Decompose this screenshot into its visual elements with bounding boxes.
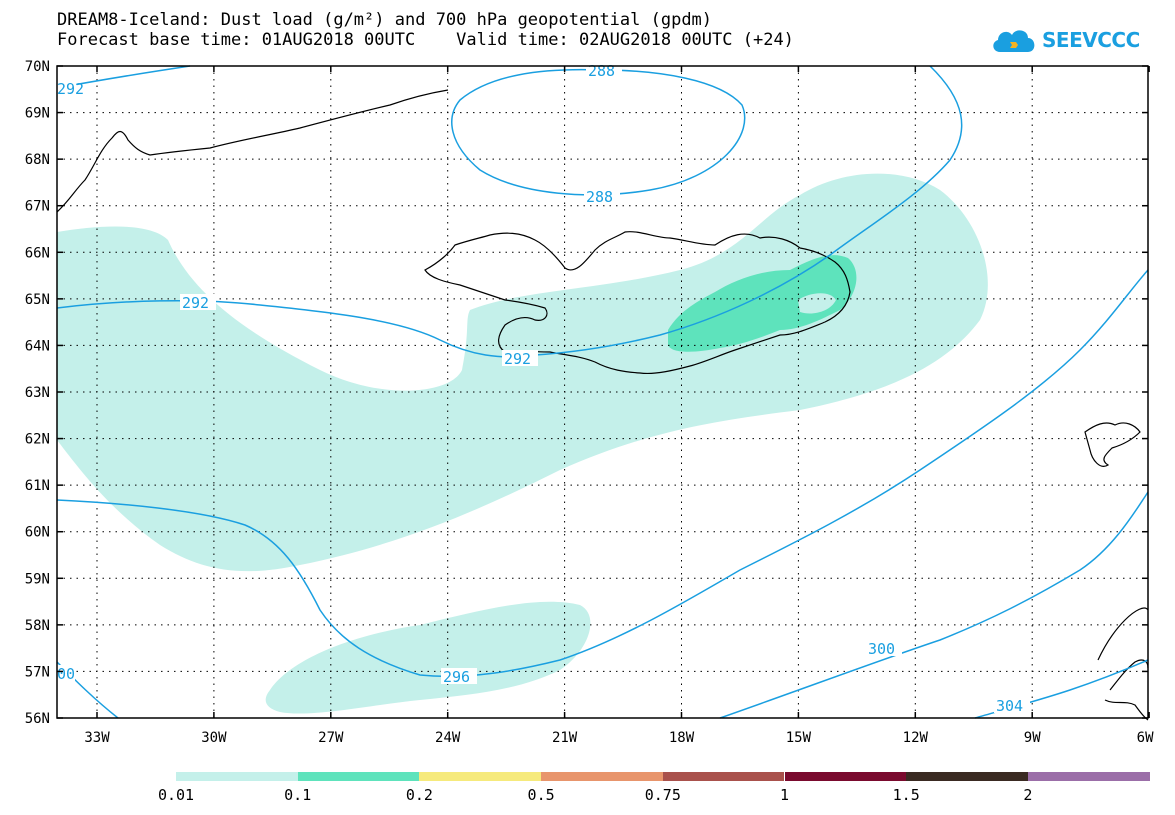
colorbar-swatch	[906, 772, 1028, 781]
colorbar-label: 2	[1023, 786, 1033, 804]
contour-label: 292	[182, 294, 209, 312]
contour-label: 288	[586, 188, 613, 206]
colorbar-label: 0.2	[405, 786, 433, 804]
contour-288-ring	[451, 68, 746, 196]
lat-label: 57N	[25, 664, 50, 680]
lat-label: 62N	[25, 432, 50, 448]
contour-label: 288	[588, 62, 615, 80]
dust-area-light-inner	[798, 293, 836, 314]
contour-label: 292	[504, 350, 531, 368]
map-title: DREAM8-Iceland: Dust load (g/m²) and 700…	[57, 10, 713, 30]
colorbar-label: 0.75	[644, 786, 681, 804]
colorbar-swatch	[419, 772, 542, 781]
colorbar-swatch	[1027, 772, 1150, 781]
contour-label: 00	[57, 665, 75, 683]
lon-label: 33W	[84, 730, 110, 746]
lat-label: 56N	[25, 711, 50, 727]
lon-label: 9W	[1024, 730, 1041, 746]
colorbar-swatch	[297, 772, 420, 781]
lat-label: 70N	[25, 59, 50, 75]
logo-text: SEEVCCC	[1042, 28, 1140, 52]
lon-label: 18W	[669, 730, 695, 746]
colorbar-label: 0.5	[527, 786, 555, 804]
contour-label: 296	[443, 668, 470, 686]
contour-296	[56, 269, 1149, 678]
lat-label: 60N	[25, 525, 50, 541]
colorbar-swatch	[662, 772, 785, 781]
cloud-icon	[993, 30, 1035, 52]
lon-label: 6W	[1137, 730, 1154, 746]
contour-labels: 288 288 292 292 292 296 300 304 00	[57, 62, 1030, 715]
colorbar-swatch	[784, 772, 907, 781]
lat-label: 65N	[25, 292, 50, 308]
axis-ticks	[57, 65, 1150, 719]
colorbar-label: 0.01	[157, 786, 195, 804]
dust-area-light	[57, 173, 988, 572]
longitude-labels: 33W 30W 27W 24W 21W 18W 15W 12W 9W 6W	[84, 730, 1154, 746]
lat-label: 69N	[25, 106, 50, 122]
colorbar-swatch	[176, 772, 298, 781]
contour-label: 304	[996, 697, 1023, 715]
colorbar-label: 1	[779, 786, 790, 804]
lon-label: 24W	[435, 730, 461, 746]
lon-label: 30W	[201, 730, 227, 746]
dust-area-medium	[668, 255, 857, 352]
lat-label: 59N	[25, 571, 50, 587]
latitude-labels: 70N 69N 68N 67N 66N 65N 64N 63N 62N 61N 60N 59N 58N 5…	[25, 59, 50, 727]
faroe-islands	[1084, 422, 1141, 467]
lon-label: 21W	[552, 730, 578, 746]
colorbar-label: 0.1	[284, 786, 312, 804]
lon-label: 15W	[786, 730, 812, 746]
lon-label: 27W	[318, 730, 344, 746]
colorbar-swatch	[541, 772, 663, 781]
seevccc-logo: SEEVCCC	[990, 22, 1140, 58]
lat-label: 66N	[25, 245, 50, 261]
contour-label: 300	[868, 640, 895, 658]
map-subtitle: Forecast base time: 01AUG2018 00UTC Vali…	[57, 30, 794, 50]
lat-label: 61N	[25, 478, 50, 494]
contour-label: 292	[57, 80, 84, 98]
contour-292-main	[56, 65, 963, 358]
colorbar-label: 1.5	[892, 786, 920, 804]
lat-label: 63N	[25, 385, 50, 401]
dust-shading	[57, 173, 988, 714]
lat-label: 67N	[25, 199, 50, 215]
greenland-coast	[56, 89, 449, 213]
iceland-coast	[424, 231, 851, 375]
lat-label: 58N	[25, 618, 50, 634]
lat-label: 64N	[25, 338, 50, 354]
dust-area-light-south	[265, 601, 591, 714]
lon-label: 12W	[903, 730, 929, 746]
lat-label: 68N	[25, 152, 50, 168]
